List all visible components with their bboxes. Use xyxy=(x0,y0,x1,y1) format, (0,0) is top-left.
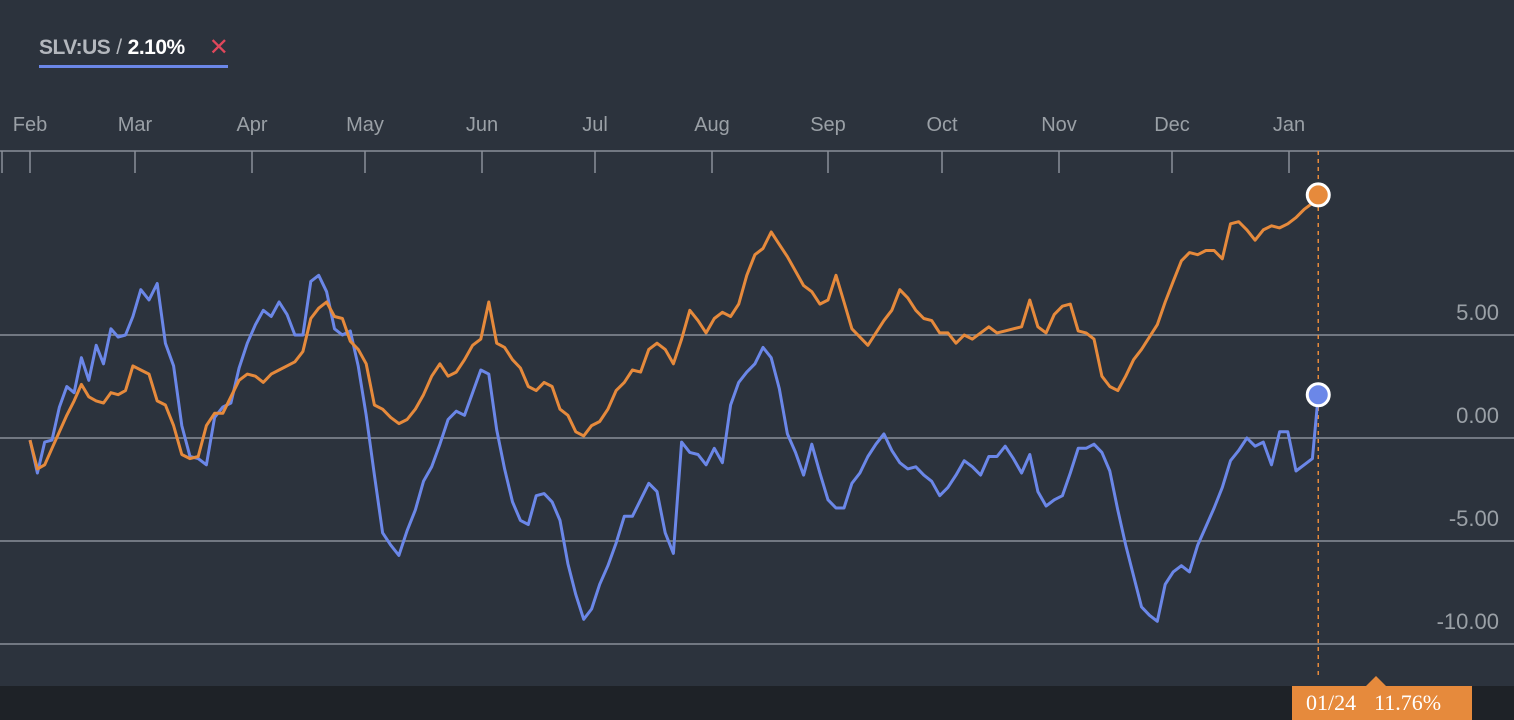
x-tick-label: Jul xyxy=(582,114,608,136)
y-tick-label: -5.00 xyxy=(1449,506,1499,531)
remove-series-icon[interactable]: ✕ xyxy=(208,33,229,61)
slv-end-marker xyxy=(1305,382,1331,408)
comparison-line-chart[interactable]: 5.00 0.00 -5.00 -10.00 Feb Mar Apr May Jun Jul Aug… xyxy=(0,0,1514,686)
legend-ticker: SLV:US xyxy=(39,35,111,59)
x-tick-label: Jun xyxy=(466,114,498,136)
tooltip-date: 01/24 xyxy=(1306,690,1357,715)
x-tick-label: Jan xyxy=(1273,114,1305,136)
x-tick-label: Nov xyxy=(1041,114,1077,136)
slv-series-line xyxy=(28,273,1320,623)
x-tick-label: Dec xyxy=(1154,114,1190,136)
x-tick-label: Aug xyxy=(694,114,730,136)
x-tick-label: Oct xyxy=(926,114,958,136)
x-tick-label: Apr xyxy=(236,114,267,136)
legend-separator: / xyxy=(116,35,122,59)
series-legend-chip[interactable]: SLV:US / 2.10% ✕ xyxy=(39,30,229,68)
tooltip-pointer-icon xyxy=(1366,676,1386,686)
x-tick-label: Feb xyxy=(13,114,47,136)
x-tick-label: Mar xyxy=(118,114,153,136)
comparison-series-line xyxy=(28,194,1320,471)
y-tick-label: 5.00 xyxy=(1456,300,1499,325)
x-tick-label: Sep xyxy=(810,114,846,136)
y-tick-label: 0.00 xyxy=(1456,403,1499,428)
tooltip-value: 11.76% xyxy=(1374,690,1442,715)
y-tick-label: -10.00 xyxy=(1437,609,1499,634)
crosshair-tooltip: 01/24 11.76% xyxy=(1292,686,1472,720)
footer-bar xyxy=(0,686,1514,720)
x-tick-label: May xyxy=(346,114,384,136)
legend-value: 2.10% xyxy=(127,35,186,59)
comparison-end-marker xyxy=(1305,182,1331,208)
